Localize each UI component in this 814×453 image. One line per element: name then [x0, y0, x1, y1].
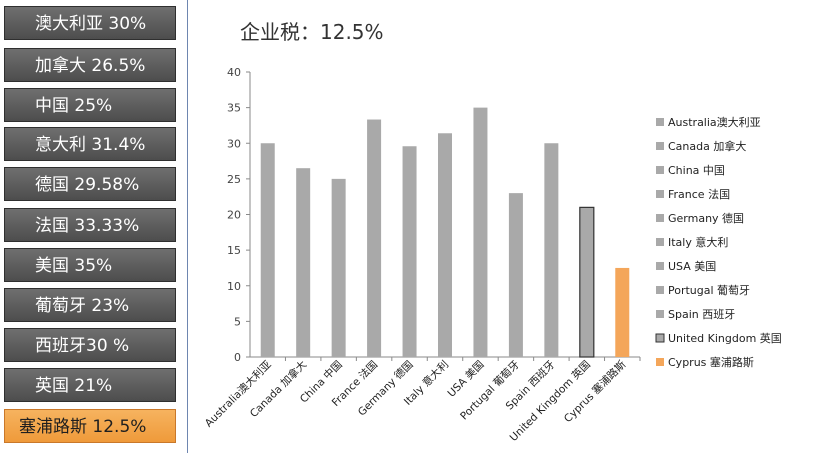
country-tax-item: 西班牙30 %	[4, 328, 176, 362]
bar	[260, 143, 275, 357]
y-tick-label: 0	[234, 351, 241, 364]
legend-label: Germany 德国	[668, 211, 744, 225]
x-tick-label: Australia澳大利亚	[202, 358, 274, 430]
bar	[367, 119, 382, 358]
legend-label: Australia澳大利亚	[668, 115, 761, 129]
country-tax-list: 澳大利亚 30% 加拿大 26.5% 中国 25% 意大利 31.4% 德国 29.58…	[0, 0, 180, 453]
bar	[473, 107, 488, 357]
bar	[615, 267, 630, 357]
country-tax-item: 塞浦路斯 12.5%	[4, 409, 176, 443]
chart-title: 企业税：12.5%	[240, 20, 384, 44]
legend-label: Canada 加拿大	[668, 139, 746, 153]
legend-label: USA 美国	[668, 260, 716, 273]
country-tax-item: 中国 25%	[4, 88, 176, 122]
legend-swatch	[656, 166, 664, 174]
legend-swatch	[656, 118, 664, 126]
legend-swatch	[656, 358, 664, 366]
x-tick-label: Portugal 葡萄牙	[457, 358, 522, 423]
y-tick-label: 35	[227, 102, 241, 115]
country-tax-item: 澳大利亚 30%	[4, 6, 176, 40]
country-tax-item: 德国 29.58%	[4, 167, 176, 201]
bar	[508, 193, 523, 357]
y-tick-label: 30	[227, 137, 241, 150]
bar	[296, 168, 311, 357]
legend-swatch	[656, 214, 664, 222]
y-tick-label: 10	[227, 280, 241, 293]
legend-label: Cyprus 塞浦路斯	[668, 355, 754, 369]
legend-swatch	[656, 262, 664, 270]
legend-swatch	[656, 238, 664, 246]
bar	[331, 178, 346, 357]
legend-swatch	[655, 333, 665, 343]
legend-swatch	[656, 286, 664, 294]
legend-swatch	[656, 142, 664, 150]
legend-label: France 法国	[668, 187, 730, 201]
y-tick-label: 20	[227, 209, 241, 222]
bar	[402, 146, 417, 357]
country-tax-item: 加拿大 26.5%	[4, 48, 176, 82]
x-tick-label: Cyprus 塞浦路斯	[561, 358, 629, 426]
country-tax-item: 法国 33.33%	[4, 208, 176, 242]
legend-swatch	[656, 190, 664, 198]
bar	[579, 206, 595, 358]
y-tick-label: 5	[234, 315, 241, 328]
y-tick-label: 40	[227, 66, 241, 79]
country-tax-item: 葡萄牙 23%	[4, 288, 176, 322]
legend-label: United Kingdom 英国	[668, 331, 782, 345]
country-tax-item: 英国 21%	[4, 368, 176, 402]
country-tax-item: 意大利 31.4%	[4, 127, 176, 161]
y-tick-label: 25	[227, 173, 241, 186]
bar	[544, 143, 559, 357]
legend-label: Spain 西班牙	[668, 308, 735, 321]
legend-label: Italy 意大利	[668, 235, 728, 249]
legend-swatch	[656, 310, 664, 318]
legend-label: Portugal 葡萄牙	[668, 284, 750, 297]
sidebar-divider	[187, 0, 188, 453]
y-tick-label: 15	[227, 244, 241, 257]
country-tax-item: 美国 35%	[4, 248, 176, 282]
bar	[438, 133, 452, 357]
legend-label: China 中国	[668, 164, 725, 177]
